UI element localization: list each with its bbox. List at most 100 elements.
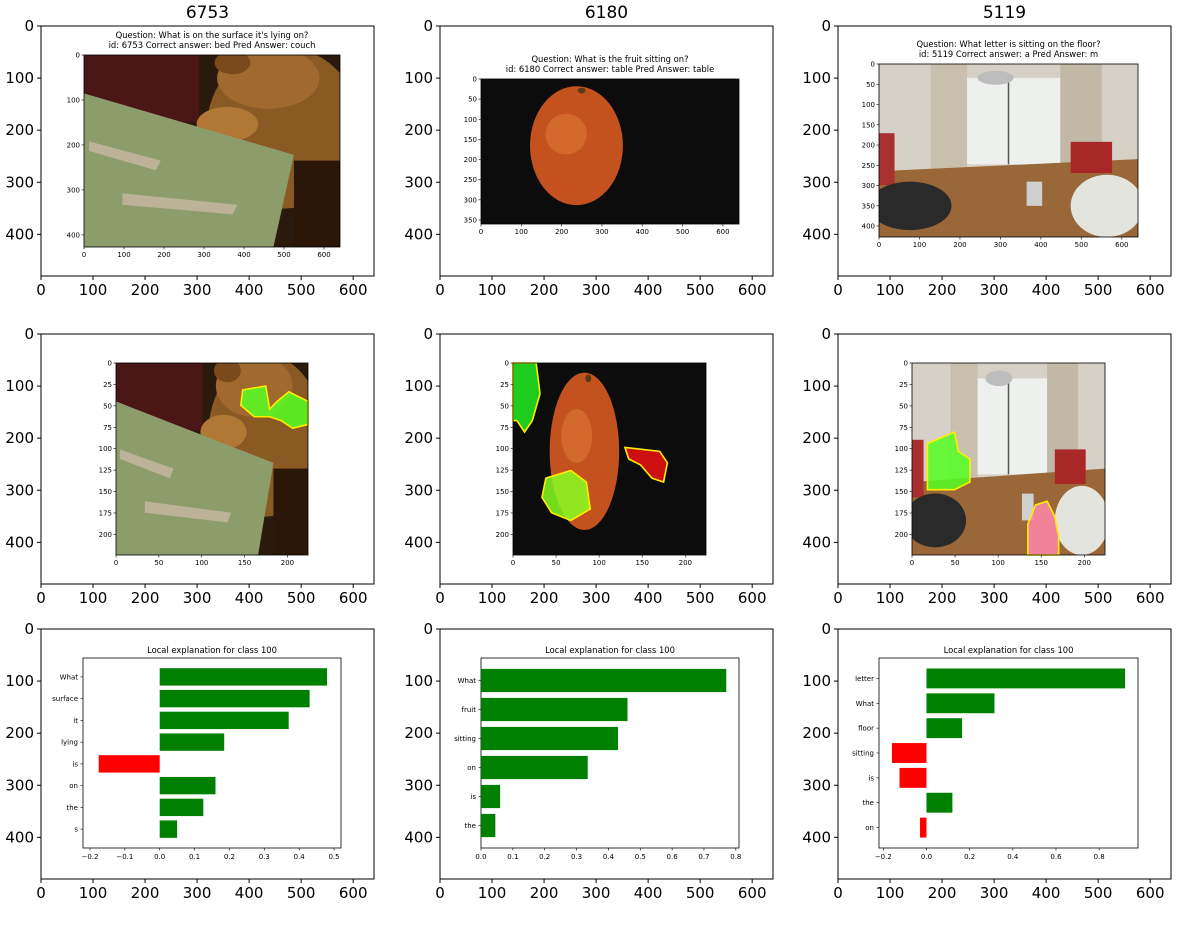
- x-tick-label: 200: [131, 884, 160, 902]
- y-tick-label: 100: [802, 69, 831, 87]
- pendant-lamp: [977, 70, 1014, 85]
- inner-x-tick-label: 100: [515, 228, 528, 236]
- inner-x-tick-label: 200: [157, 251, 170, 259]
- bar-x-tick-label: 0.3: [259, 853, 270, 861]
- y-tick-label: 200: [5, 121, 34, 139]
- inner-y-tick-label: 0: [473, 76, 477, 84]
- inner-x-tick-label: 500: [277, 251, 290, 259]
- x-tick-label: 400: [1032, 884, 1061, 902]
- bar-category-label: sitting: [852, 750, 874, 758]
- inner-x-tick-label: 300: [197, 251, 210, 259]
- y-tick-label: 0: [821, 620, 831, 638]
- bar-What: [926, 693, 995, 714]
- x-tick-label: 200: [131, 589, 160, 607]
- y-tick-label: 400: [802, 828, 831, 846]
- bar-x-tick-label: 0.7: [698, 853, 709, 861]
- y-tick-label: 0: [821, 325, 831, 343]
- bar-the: [481, 813, 496, 838]
- column-title: 6753: [186, 3, 229, 23]
- y-tick-label: 300: [5, 173, 34, 191]
- x-tick-label: 100: [876, 589, 905, 607]
- y-tick-label: 300: [404, 776, 433, 794]
- bar-surface: [159, 689, 310, 708]
- inner-y-tick-label: 0: [505, 360, 509, 368]
- inner-x-tick-label: 300: [595, 228, 608, 236]
- inner-axes-frame: [83, 54, 341, 248]
- bar-category-label: on: [865, 824, 874, 832]
- teddy-bear-photo: [84, 55, 340, 247]
- x-tick-label: 0: [36, 589, 46, 607]
- inner-x-tick-label: 0: [114, 559, 118, 567]
- inner-y-tick-label: 100: [99, 445, 112, 453]
- living-room-photo: [879, 64, 1138, 237]
- y-tick-label: 200: [802, 429, 831, 447]
- bar-x-tick-label: 0.0: [154, 853, 165, 861]
- bar-x-tick-label: 0.4: [603, 853, 615, 861]
- outer-axes-r1c1: 0 100 200 300 400 500 6000100200300400Question…: [404, 17, 774, 299]
- x-tick-label: 500: [1084, 281, 1113, 299]
- bar-category-label: s: [74, 826, 78, 834]
- y-tick-label: 300: [5, 481, 34, 499]
- bar-x-tick-label: 0.5: [635, 853, 646, 861]
- inner-y-tick-label: 200: [464, 156, 477, 164]
- y-tick-label: 0: [24, 620, 34, 638]
- x-tick-label: 400: [235, 589, 264, 607]
- inner-x-tick-label: 50: [552, 559, 561, 567]
- inner-x-tick-label: 100: [117, 251, 130, 259]
- bar-floor: [926, 718, 963, 739]
- x-tick-label: 300: [183, 884, 212, 902]
- bar-chart-title: Local explanation for class 100: [147, 645, 277, 655]
- y-tick-label: 200: [802, 724, 831, 742]
- bar-category-label: What: [458, 677, 477, 685]
- x-tick-label: 200: [928, 884, 957, 902]
- inner-y-tick-label: 200: [496, 531, 509, 539]
- letter-a-object: [1022, 493, 1034, 521]
- y-tick-label: 200: [404, 724, 433, 742]
- inner-x-tick-label: 600: [1115, 241, 1128, 249]
- x-tick-label: 500: [287, 281, 316, 299]
- y-tick-label: 400: [5, 225, 34, 243]
- inner-axes-frame: [512, 362, 707, 556]
- inner-y-tick-label: 100: [862, 101, 875, 109]
- inner-y-tick-label: 300: [67, 186, 80, 194]
- bar-x-tick-label: 0.4: [1007, 853, 1019, 861]
- x-tick-label: 300: [980, 884, 1009, 902]
- inner-x-tick-label: 100: [913, 241, 926, 249]
- x-tick-label: 600: [1136, 281, 1165, 299]
- x-tick-label: 500: [287, 884, 316, 902]
- inner-y-tick-label: 50: [500, 402, 509, 410]
- x-tick-label: 400: [634, 281, 663, 299]
- bar-x-tick-label: 0.0: [475, 853, 486, 861]
- bar-category-label: on: [69, 782, 78, 790]
- x-tick-label: 0: [833, 281, 843, 299]
- letter-a-object: [1026, 181, 1043, 206]
- x-tick-label: 400: [235, 281, 264, 299]
- y-tick-label: 300: [802, 173, 831, 191]
- segmentation-highlight: [926, 430, 971, 491]
- x-tick-label: 100: [876, 281, 905, 299]
- inner-y-tick-label: 50: [103, 402, 112, 410]
- inner-y-tick-label: 75: [103, 424, 112, 432]
- inner-x-tick-label: 0: [479, 228, 483, 236]
- y-tick-label: 300: [404, 481, 433, 499]
- bear-ear: [213, 363, 241, 383]
- bar-chart-title: Local explanation for class 100: [545, 645, 675, 655]
- y-tick-label: 0: [24, 325, 34, 343]
- y-tick-label: 400: [404, 225, 433, 243]
- bar-category-label: What: [60, 673, 79, 681]
- bar-is: [899, 767, 927, 788]
- x-tick-label: 200: [928, 589, 957, 607]
- inner-axes-frame: [878, 63, 1139, 238]
- bar-category-label: is: [868, 774, 874, 782]
- bar-category-label: the: [863, 799, 875, 807]
- outer-axes-r1c2: 0 100 200 300 400 500 6000100200300400Question…: [802, 17, 1172, 299]
- inner-x-tick-label: 200: [281, 559, 294, 567]
- x-tick-label: 300: [582, 884, 611, 902]
- bar-is: [481, 784, 501, 809]
- x-tick-label: 600: [1136, 884, 1165, 902]
- x-tick-label: 200: [530, 281, 559, 299]
- inner-x-tick-label: 100: [991, 559, 1004, 567]
- bar-What: [159, 668, 328, 686]
